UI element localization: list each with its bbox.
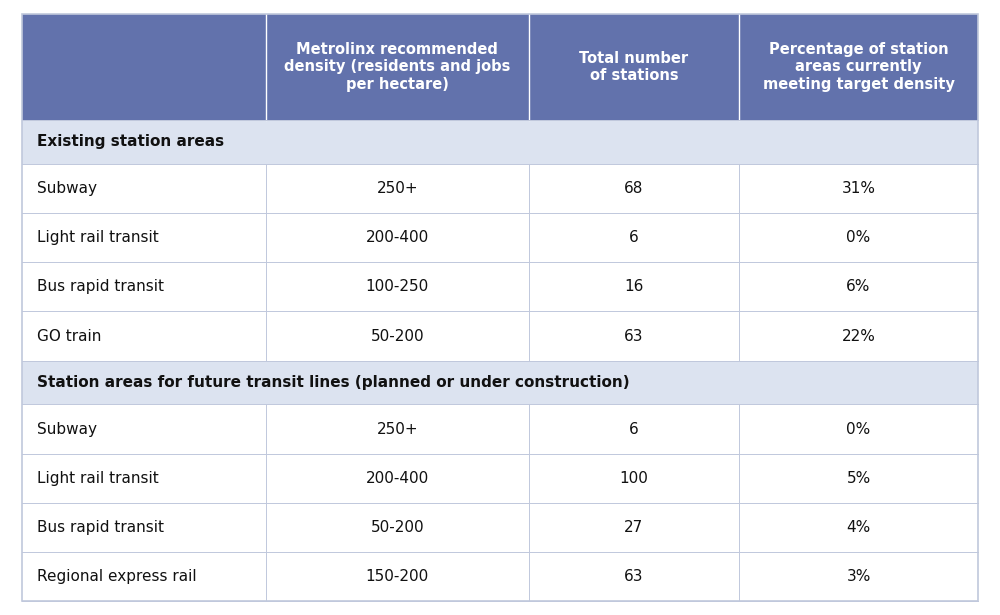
Text: 50-200: 50-200 — [370, 520, 424, 535]
Text: 22%: 22% — [842, 328, 875, 344]
Bar — [739, 454, 978, 503]
Text: 0%: 0% — [846, 230, 871, 245]
Text: 200-400: 200-400 — [366, 471, 429, 486]
Text: 150-200: 150-200 — [366, 569, 429, 584]
Bar — [266, 164, 529, 213]
Bar — [266, 405, 529, 454]
Bar — [22, 405, 266, 454]
Text: 200-400: 200-400 — [366, 230, 429, 245]
Bar — [266, 213, 529, 262]
Bar — [22, 120, 978, 164]
Text: 5%: 5% — [846, 471, 871, 486]
Text: Light rail transit: Light rail transit — [37, 230, 159, 245]
Text: 6: 6 — [629, 422, 639, 437]
Bar — [22, 213, 266, 262]
Text: 4%: 4% — [846, 520, 871, 535]
Bar — [266, 311, 529, 361]
Bar — [529, 164, 739, 213]
Bar — [529, 454, 739, 503]
Bar — [739, 552, 978, 601]
Bar — [266, 552, 529, 601]
Bar — [739, 405, 978, 454]
Bar — [529, 552, 739, 601]
Text: 250+: 250+ — [376, 181, 418, 196]
Text: 3%: 3% — [846, 569, 871, 584]
Text: 50-200: 50-200 — [370, 328, 424, 344]
Text: 63: 63 — [624, 328, 644, 344]
Bar — [22, 454, 266, 503]
Bar — [22, 14, 978, 120]
Bar — [739, 262, 978, 311]
Text: 6%: 6% — [846, 279, 871, 295]
Text: 63: 63 — [624, 569, 644, 584]
Text: Light rail transit: Light rail transit — [37, 471, 159, 486]
Text: Subway: Subway — [37, 422, 97, 437]
Text: Bus rapid transit: Bus rapid transit — [37, 279, 164, 295]
Bar — [22, 503, 266, 552]
Bar — [529, 405, 739, 454]
Text: 31%: 31% — [842, 181, 876, 196]
Text: Total number
of stations: Total number of stations — [579, 50, 688, 83]
Bar — [529, 311, 739, 361]
Bar — [266, 454, 529, 503]
Bar — [529, 503, 739, 552]
Text: GO train: GO train — [37, 328, 101, 344]
Text: 250+: 250+ — [376, 422, 418, 437]
Bar — [529, 262, 739, 311]
Bar — [266, 262, 529, 311]
Text: Subway: Subway — [37, 181, 97, 196]
Bar — [22, 164, 266, 213]
Bar — [22, 552, 266, 601]
Text: 100: 100 — [619, 471, 648, 486]
Text: Percentage of station
areas currently
meeting target density: Percentage of station areas currently me… — [763, 42, 954, 92]
Bar — [739, 503, 978, 552]
Text: Metrolinx recommended
density (residents and jobs
per hectare): Metrolinx recommended density (residents… — [284, 42, 510, 92]
Bar — [739, 311, 978, 361]
Bar — [266, 503, 529, 552]
Text: 27: 27 — [624, 520, 643, 535]
Bar — [529, 213, 739, 262]
Text: Station areas for future transit lines (planned or under construction): Station areas for future transit lines (… — [37, 375, 630, 390]
Text: Regional express rail: Regional express rail — [37, 569, 197, 584]
Text: Bus rapid transit: Bus rapid transit — [37, 520, 164, 535]
Bar — [739, 213, 978, 262]
Text: Existing station areas: Existing station areas — [37, 134, 224, 149]
Text: 16: 16 — [624, 279, 644, 295]
Bar — [22, 361, 978, 405]
Bar — [739, 164, 978, 213]
Text: 6: 6 — [629, 230, 639, 245]
Bar — [22, 262, 266, 311]
Bar — [22, 311, 266, 361]
Text: 100-250: 100-250 — [366, 279, 429, 295]
Text: 68: 68 — [624, 181, 644, 196]
Text: 0%: 0% — [846, 422, 871, 437]
